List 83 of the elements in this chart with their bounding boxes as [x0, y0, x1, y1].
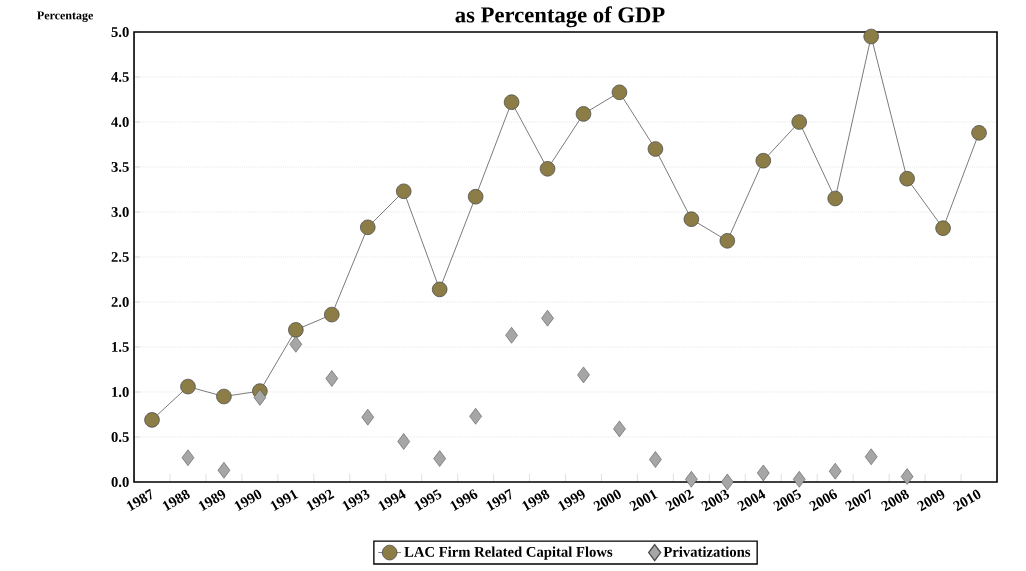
x-tick-label: 2000 [593, 489, 621, 512]
point [827, 190, 843, 207]
point [900, 468, 914, 485]
x-tick-label: 2007 [845, 488, 871, 512]
legend-label: LAC Firm Related Capital Flows [404, 546, 613, 560]
x-tick-label: 1998 [522, 489, 550, 511]
point [253, 389, 267, 406]
y-tick-label: 4.0 [111, 117, 129, 127]
x-tick-label: 2005 [773, 489, 801, 512]
x-tick-label: 1995 [414, 489, 442, 511]
point [792, 471, 806, 488]
point [503, 94, 520, 110]
x-tick-label: 1990 [234, 489, 262, 511]
x-tick-label: 1992 [306, 489, 335, 511]
y-tick-label: 1.0 [112, 387, 129, 397]
chart-title: as Percentage of GDP [455, 6, 665, 28]
point [395, 183, 412, 200]
point [539, 161, 556, 177]
point [719, 233, 736, 249]
x-tick-label: 1994 [378, 489, 406, 511]
point [541, 309, 554, 327]
x-tick-label: 1987 [126, 488, 152, 511]
x-tick-label: 1999 [558, 489, 585, 511]
y-axis-title: Percentage [37, 11, 94, 22]
y-tick-label: 2.0 [111, 297, 129, 307]
point [683, 211, 700, 227]
y-tick-label: 3.0 [111, 207, 129, 217]
point [791, 114, 807, 130]
x-tick-label: 1989 [198, 489, 226, 511]
point [649, 451, 662, 468]
point [361, 408, 375, 426]
x-tick-label: 2004 [737, 489, 766, 512]
y-tick-label: 5.0 [111, 27, 129, 37]
point [757, 464, 770, 482]
x-tick-label: 2002 [665, 489, 694, 512]
x-tick-label: 2001 [629, 489, 658, 512]
point [864, 448, 878, 466]
x-tick-label: 2010 [952, 489, 981, 512]
point [216, 388, 232, 405]
y-tick-label: 0.0 [111, 477, 129, 487]
point [289, 336, 303, 353]
point [611, 84, 628, 101]
point [144, 412, 160, 428]
point [324, 306, 340, 323]
point [755, 152, 772, 169]
x-tick-label: 2008 [881, 489, 909, 512]
point [467, 188, 484, 205]
point [505, 327, 518, 344]
point [433, 450, 446, 467]
point [469, 408, 482, 425]
point [288, 322, 304, 338]
point [971, 125, 987, 141]
point [935, 220, 951, 236]
y-tick-label: 3.5 [111, 162, 129, 172]
x-tick-label: 1996 [450, 489, 478, 511]
y-tick-label: 0.5 [111, 432, 129, 442]
legend-label: Privatizations [663, 546, 751, 557]
point [217, 462, 231, 479]
point [828, 462, 842, 480]
y-tick-label: 1.5 [112, 342, 129, 352]
point [577, 366, 590, 384]
point [325, 370, 339, 387]
x-tick-label: 2003 [701, 489, 730, 512]
x-tick-label: 1988 [162, 489, 190, 511]
point [647, 141, 664, 157]
point [180, 378, 196, 395]
point [181, 449, 195, 466]
point [899, 170, 915, 187]
y-tick-label: 2.5 [111, 252, 129, 262]
point [685, 471, 698, 488]
point [613, 420, 626, 438]
x-tick-label: 1991 [270, 489, 299, 511]
point [575, 106, 592, 122]
point [863, 28, 879, 45]
y-tick-label: 4.5 [111, 72, 129, 82]
x-tick-label: 1993 [342, 489, 370, 511]
point [397, 433, 410, 450]
x-tick-label: 1997 [486, 488, 512, 511]
point [431, 281, 448, 298]
x-tick-label: 2006 [809, 489, 838, 512]
point [721, 473, 734, 491]
x-tick-label: 2009 [916, 489, 945, 512]
point [360, 219, 376, 236]
